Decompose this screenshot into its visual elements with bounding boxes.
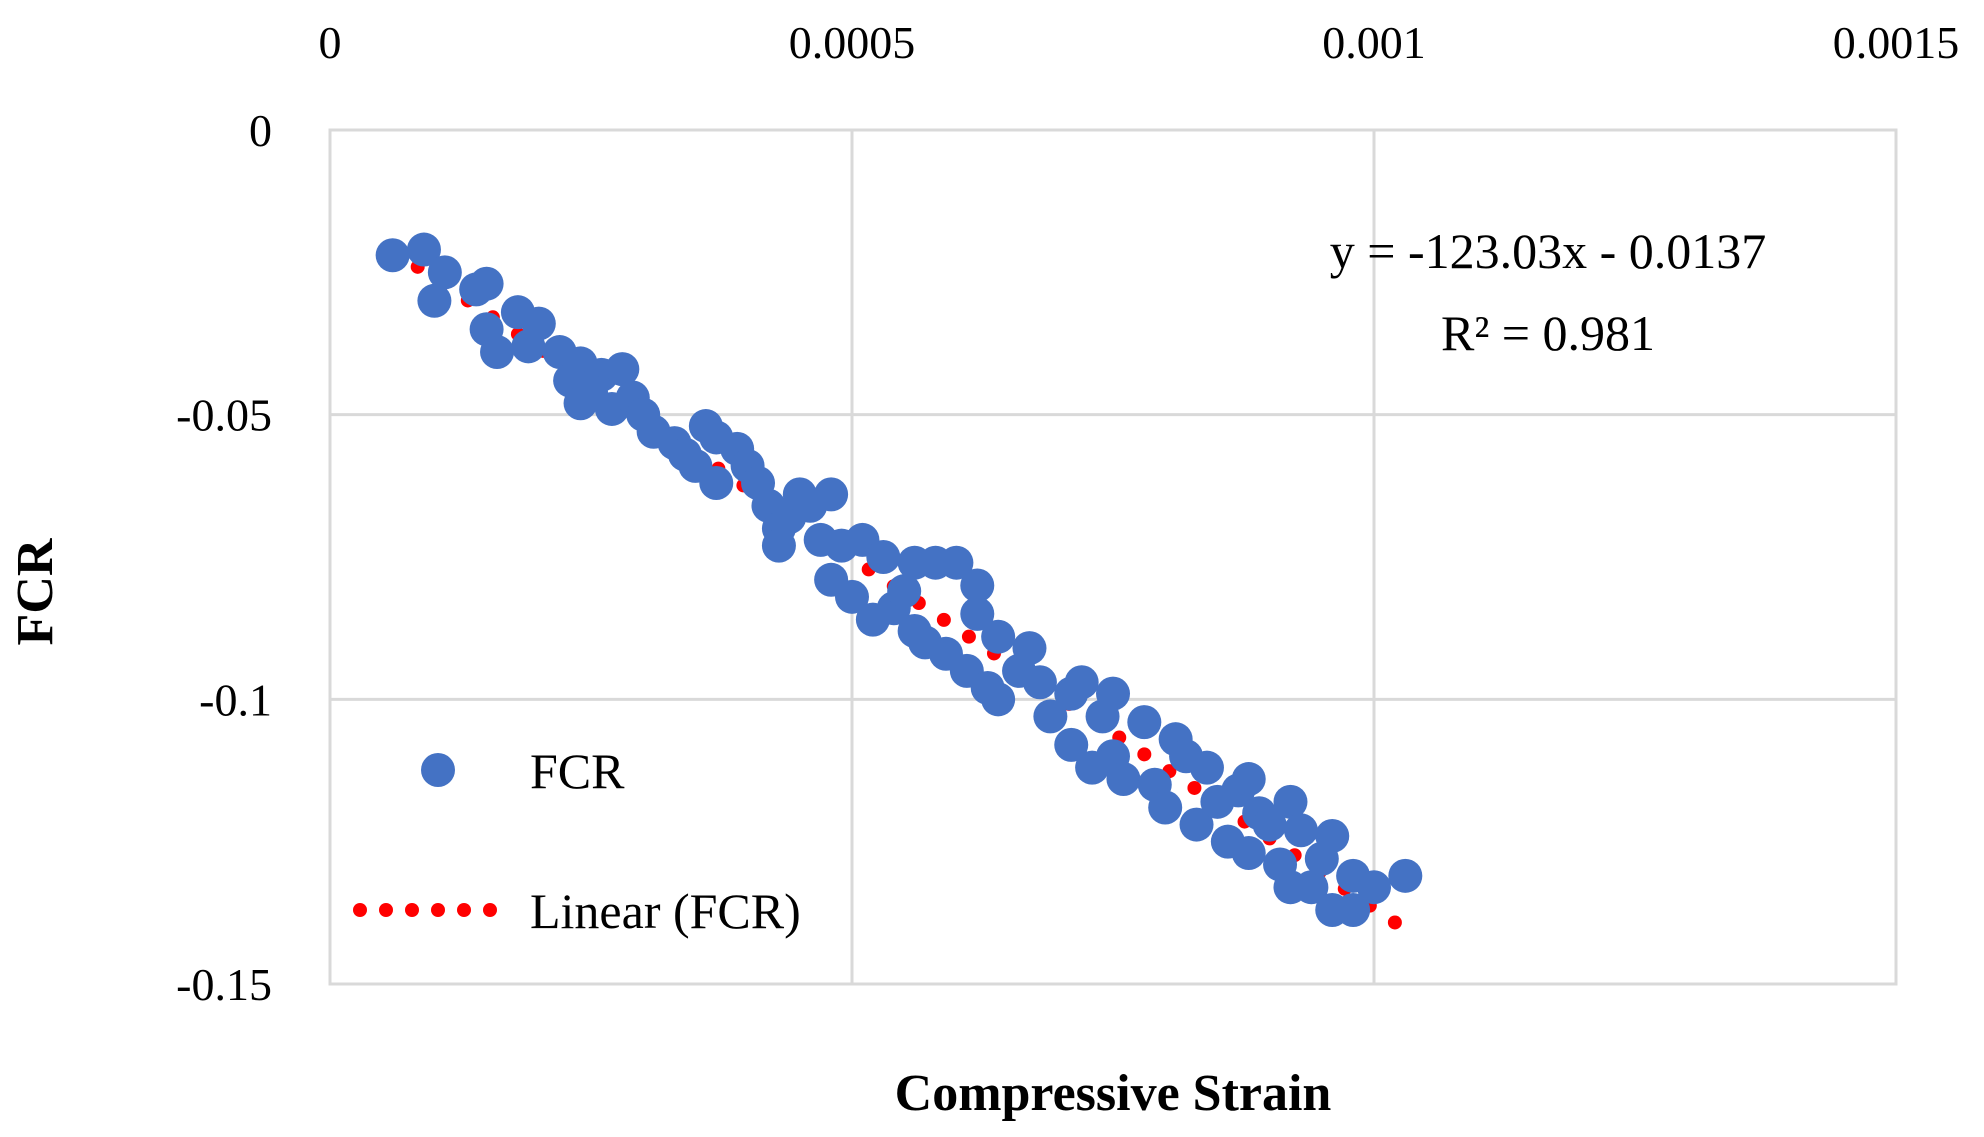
x-tick-label: 0.001 xyxy=(1322,17,1426,68)
legend-marker-fcr xyxy=(421,753,455,787)
data-point xyxy=(1273,784,1308,819)
trendline-dot xyxy=(1387,915,1402,930)
data-point xyxy=(1231,836,1266,871)
data-point xyxy=(1189,750,1224,785)
data-point xyxy=(1064,665,1099,700)
data-point xyxy=(1033,699,1068,734)
data-point xyxy=(1096,676,1130,711)
data-point xyxy=(1231,762,1266,797)
data-point xyxy=(1054,727,1089,762)
data-point xyxy=(1022,665,1057,700)
data-point xyxy=(761,528,796,563)
data-point xyxy=(427,255,462,290)
x-axis-title: Compressive Strain xyxy=(895,1065,1332,1122)
trendline-dot xyxy=(1187,780,1202,795)
data-point xyxy=(406,232,441,267)
tick-labels: 0 0.0005 0.001 0.0015 0 -0.05 -0.1 -0.15 xyxy=(176,17,1959,1010)
data-point xyxy=(1179,807,1214,842)
plot-area-border xyxy=(328,128,1898,986)
data-point xyxy=(1148,790,1183,825)
x-tick-label: 0.0005 xyxy=(789,17,916,68)
data-point xyxy=(960,596,995,631)
legend-trend-dot xyxy=(405,903,419,917)
y-tick-label: 0 xyxy=(249,105,272,156)
data-point xyxy=(375,238,410,273)
trendline-dot xyxy=(961,629,976,644)
data-point xyxy=(605,352,640,387)
data-point xyxy=(981,619,1016,654)
data-point xyxy=(814,477,849,512)
data-point xyxy=(887,574,922,609)
data-points xyxy=(375,232,1423,927)
data-point xyxy=(511,329,546,364)
legend-label-linear: Linear (FCR) xyxy=(530,883,801,939)
legend-trend-dot xyxy=(431,903,445,917)
data-point xyxy=(1315,818,1350,853)
data-point xyxy=(1336,892,1371,927)
legend-trend-dot xyxy=(457,903,471,917)
data-point xyxy=(866,540,901,574)
trendline-dot xyxy=(936,612,951,627)
data-point xyxy=(1357,870,1391,905)
y-tick-label: -0.1 xyxy=(199,674,272,725)
data-point xyxy=(1252,807,1287,842)
data-point xyxy=(1283,813,1318,848)
data-point xyxy=(960,568,995,603)
legend-label-fcr: FCR xyxy=(530,743,625,799)
data-point xyxy=(981,682,1016,717)
data-point xyxy=(1388,858,1423,893)
data-point xyxy=(1106,762,1141,797)
data-point xyxy=(699,465,734,500)
data-point xyxy=(417,283,452,318)
y-tick-label: -0.15 xyxy=(176,959,272,1010)
trendline-r-squared: R² = 0.981 xyxy=(1441,305,1655,361)
data-point xyxy=(480,335,515,370)
data-point xyxy=(835,579,869,614)
x-tick-label: 0 xyxy=(319,17,342,68)
y-axis-title: FCR xyxy=(7,537,64,645)
legend-trend-dot xyxy=(353,903,367,917)
data-point xyxy=(563,386,598,421)
y-tick-label: -0.05 xyxy=(176,390,272,441)
data-point xyxy=(469,266,504,301)
legend: FCR Linear (FCR) xyxy=(353,743,801,939)
x-tick-label: 0.0015 xyxy=(1833,17,1960,68)
trendline-dot xyxy=(1137,747,1152,762)
data-point xyxy=(1012,631,1047,666)
legend-marker-linear xyxy=(353,903,497,917)
data-point xyxy=(1127,705,1162,740)
trendline-equation: y = -123.03x - 0.0137 xyxy=(1330,223,1767,279)
data-point xyxy=(939,545,974,580)
data-point xyxy=(1294,870,1329,905)
legend-trend-dot xyxy=(379,903,393,917)
legend-trend-dot xyxy=(483,903,497,917)
